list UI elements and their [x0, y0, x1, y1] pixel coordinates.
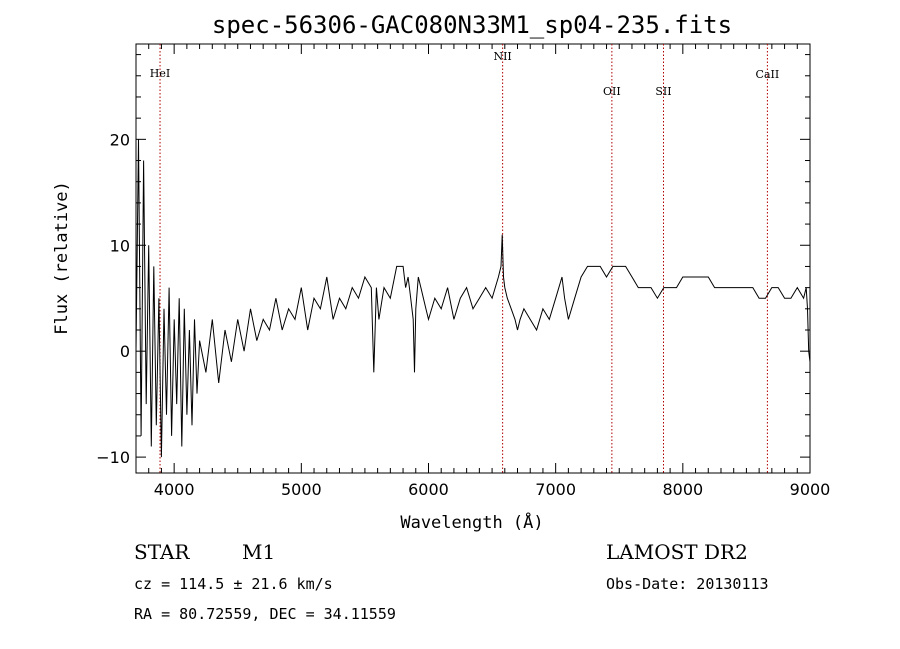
redshift-cz: cz = 114.5 ± 21.6 km/s — [134, 575, 333, 593]
emission-line-label: NII — [493, 50, 511, 63]
y-tick-label: −10 — [96, 448, 130, 467]
emission-line-label: CaII — [756, 68, 780, 81]
emission-line-label: HeI — [150, 67, 170, 80]
x-tick-label: 7000 — [535, 480, 576, 499]
emission-line-label: OII — [603, 85, 621, 98]
x-tick-label: 5000 — [281, 480, 322, 499]
y-tick-label: 0 — [120, 342, 130, 361]
y-tick-label: 10 — [110, 236, 130, 255]
emission-line-label: SII — [655, 85, 671, 98]
survey-name: LAMOST DR2 — [606, 540, 748, 564]
x-tick-label: 4000 — [154, 480, 195, 499]
y-tick-label: 20 — [110, 130, 130, 149]
emission-line-markers: HeI NII OII SII CaII — [150, 44, 779, 473]
spectrum-line — [135, 139, 811, 458]
x-tick-label: 9000 — [790, 480, 831, 499]
object-subclass: M1 — [242, 540, 275, 564]
y-axis-label: Flux (relative) — [52, 181, 72, 335]
y-axis-ticks: −10 0 10 20 — [96, 54, 810, 467]
ra-dec-coordinates: RA = 80.72559, DEC = 34.11559 — [134, 605, 396, 623]
x-axis-ticks: 4000 5000 6000 7000 8000 9000 — [135, 44, 831, 499]
plot-frame — [135, 43, 811, 474]
x-tick-label: 8000 — [662, 480, 703, 499]
x-axis-label: Wavelength (Å) — [400, 511, 543, 533]
observation-date: Obs-Date: 20130113 — [606, 575, 769, 593]
object-class: STAR — [134, 540, 190, 564]
x-tick-label: 6000 — [408, 480, 449, 499]
chart-title: spec-56306-GAC080N33M1_sp04-235.fits — [212, 11, 732, 39]
